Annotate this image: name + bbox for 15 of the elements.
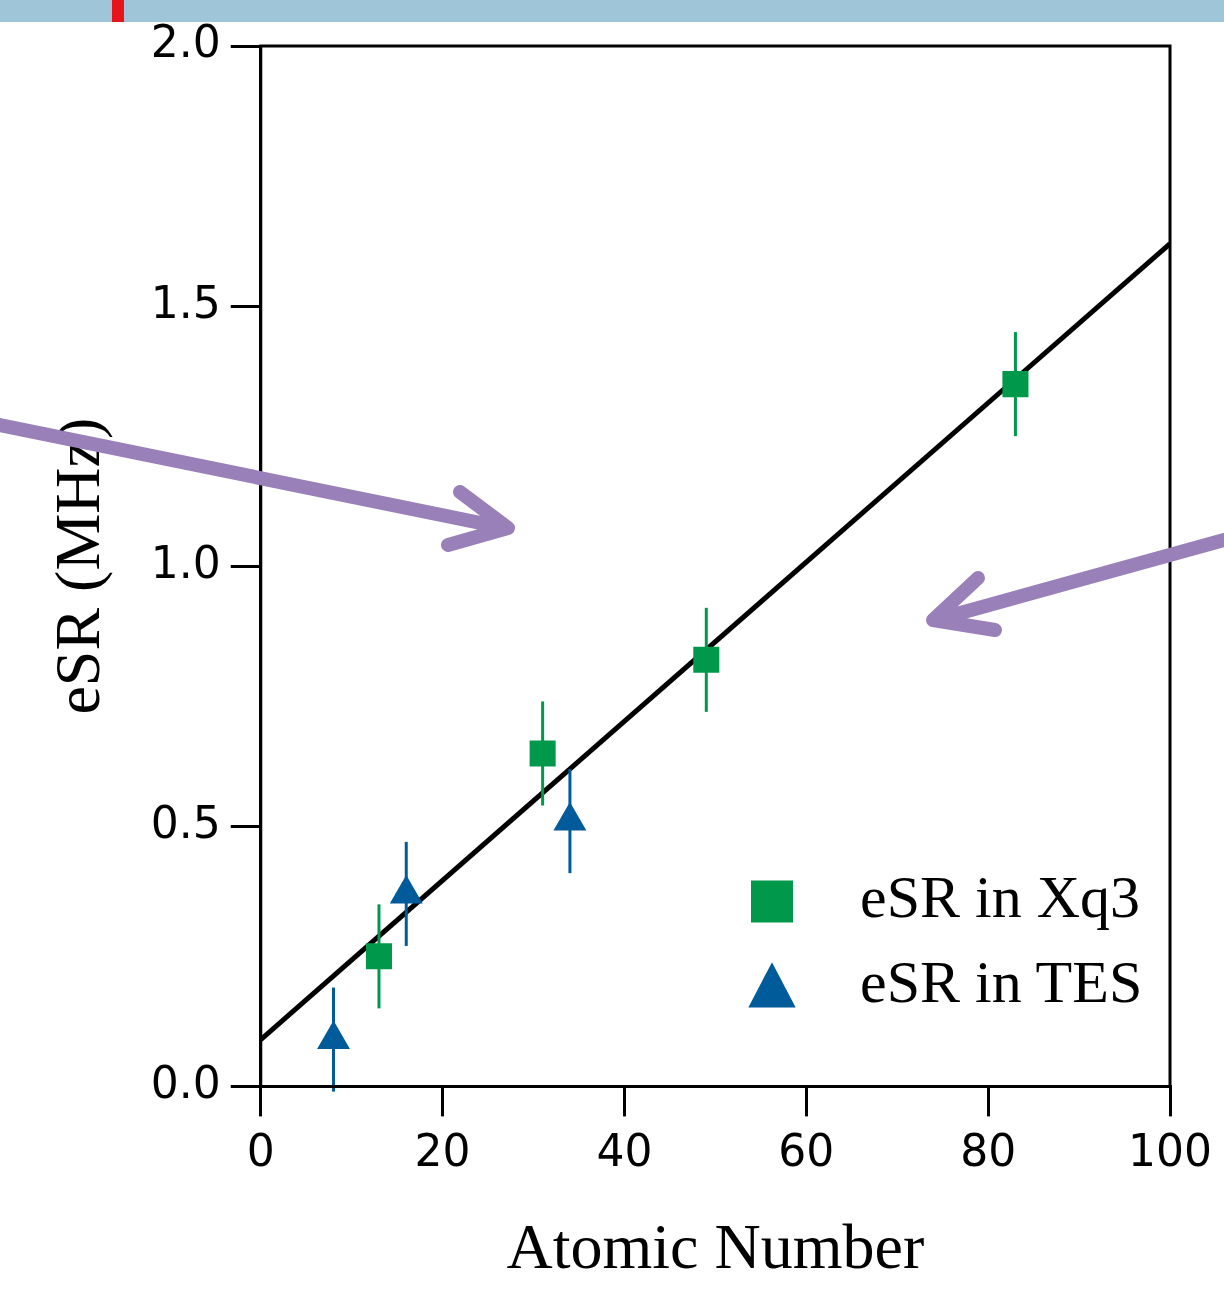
y-tick-label: 2.0 [150,16,221,68]
y-tick-label: 0.5 [150,796,221,848]
x-tick-label: 0 [246,1125,275,1177]
x-tick-label: 60 [778,1125,835,1177]
y-tick-label: 1.5 [150,276,221,328]
legend-label: eSR in TES [860,949,1143,1016]
x-tick-label: 20 [414,1125,471,1177]
x-tick-label: 100 [1128,1125,1212,1177]
legend-label: eSR in Xq3 [860,864,1141,931]
x-tick-label: 40 [596,1125,653,1177]
y-axis-title: eSR (MHz) [42,417,114,715]
x-tick-label: 80 [960,1125,1017,1177]
x-axis-title: Atomic Number [506,1211,925,1283]
y-tick-label: 0.0 [150,1056,221,1108]
y-tick-label: 1.0 [150,536,221,588]
